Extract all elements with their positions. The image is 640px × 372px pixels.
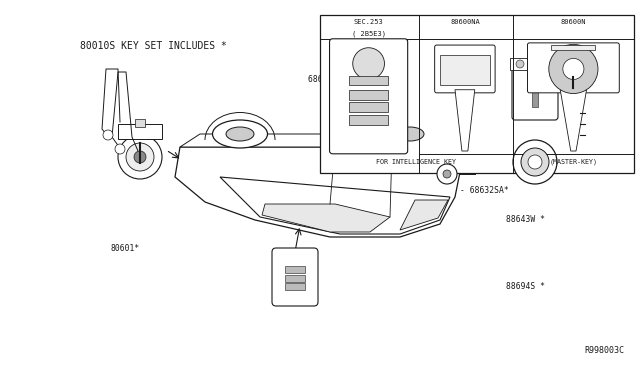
Text: 88643W *: 88643W * [506,215,545,224]
Circle shape [134,151,146,163]
Text: 68632S *: 68632S * [308,76,347,84]
Polygon shape [180,134,450,147]
Text: - 68632SA*: - 68632SA* [460,186,509,195]
Bar [118,124,162,139]
Bar [349,102,388,112]
Text: 80601*: 80601* [110,244,140,253]
Text: SEC.253: SEC.253 [354,19,383,25]
Circle shape [115,144,125,154]
Circle shape [516,60,524,68]
Bar [320,15,634,173]
Ellipse shape [226,127,254,141]
Text: 80600N: 80600N [561,19,586,25]
Bar [285,275,305,282]
Polygon shape [560,90,586,151]
Text: 80010S KEY SET INCLUDES *: 80010S KEY SET INCLUDES * [80,41,227,51]
Bar [135,119,145,127]
Text: R998003C: R998003C [584,346,624,355]
Text: 80600NA: 80600NA [450,19,480,25]
FancyBboxPatch shape [512,64,558,120]
Circle shape [513,140,557,184]
Polygon shape [400,200,448,230]
Circle shape [521,148,549,176]
Circle shape [118,135,162,179]
Text: FOR INTELLIGENCE KEY: FOR INTELLIGENCE KEY [376,159,456,165]
Bar [349,115,388,125]
Bar [285,266,305,273]
Ellipse shape [383,120,438,148]
Ellipse shape [212,120,268,148]
Bar [552,45,595,50]
Circle shape [546,60,554,68]
FancyBboxPatch shape [272,248,318,306]
Bar [532,87,538,107]
Circle shape [126,143,154,171]
Polygon shape [220,177,450,234]
FancyBboxPatch shape [330,39,408,154]
Text: ( 2B5E3): ( 2B5E3) [351,31,386,37]
Text: (MASTER-KEY): (MASTER-KEY) [549,159,597,165]
Ellipse shape [396,127,424,141]
Polygon shape [262,204,390,232]
Circle shape [353,48,385,80]
Circle shape [103,130,113,140]
Polygon shape [455,90,475,151]
Circle shape [549,44,598,93]
Circle shape [443,170,451,178]
FancyBboxPatch shape [527,43,620,93]
Bar [440,55,490,85]
Polygon shape [175,147,460,237]
Bar [349,76,388,86]
Bar [510,58,560,70]
Bar [285,282,305,289]
Circle shape [528,155,542,169]
Bar [349,90,388,100]
Circle shape [437,164,457,184]
Circle shape [563,58,584,80]
FancyBboxPatch shape [435,45,495,93]
Text: 88694S *: 88694S * [506,282,545,291]
